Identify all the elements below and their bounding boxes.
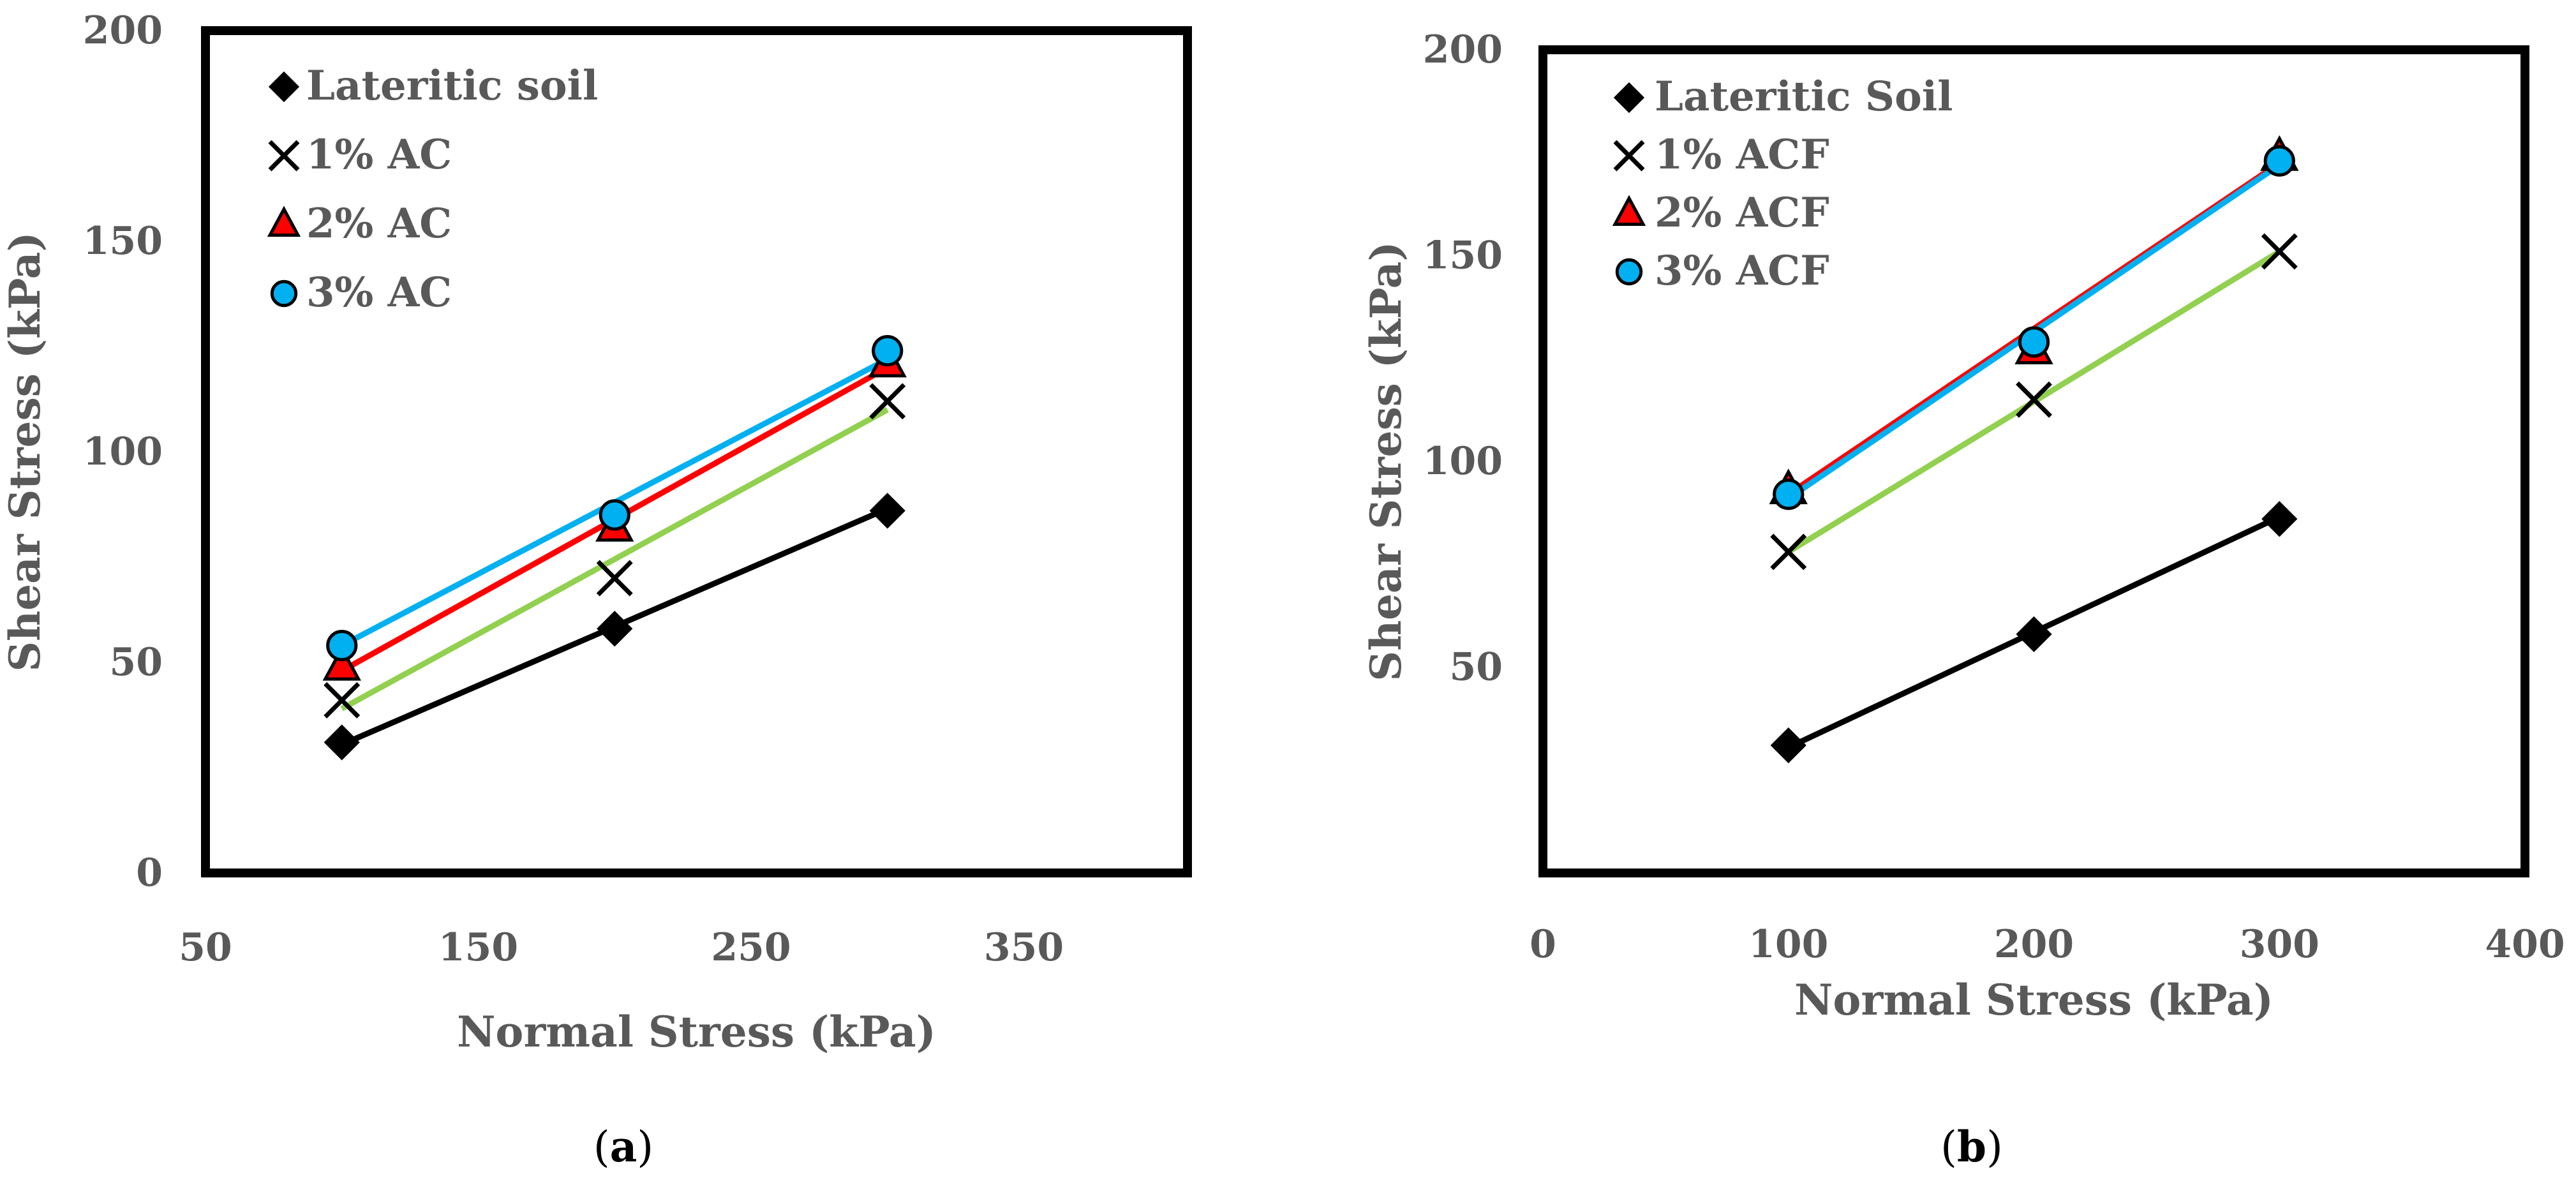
legend-marker-b-0 (1613, 82, 1645, 114)
y-tick-label-a-3: 150 (83, 219, 163, 264)
data-point-b-3-0 (1773, 479, 1805, 511)
legend-label-b-2: 2% ACF (1655, 189, 1829, 237)
data-point-b-1-2 (2261, 233, 2298, 270)
legend-label-a-3: 3% AC (306, 269, 452, 317)
data-point-b-1-1-stroke-2 (2016, 381, 2052, 418)
legend-b: Lateritic Soil 1% ACF 2% ACF 3% ACF (1612, 73, 1953, 295)
y-tick-label-b-0: 50 (1450, 645, 1503, 690)
legend-marker-a-1 (268, 140, 300, 172)
data-point-b-3-1 (2018, 326, 2050, 358)
y-tick-label-b-3: 200 (1423, 27, 1503, 72)
x-tick-label-b-4: 400 (2485, 922, 2565, 967)
x-axis-label-b: Normal Stress (kPa) (1794, 975, 2274, 1025)
data-point-a-0-0 (324, 724, 360, 761)
legend-marker-b-2 (1612, 195, 1646, 226)
x-tick-label-a-1: 150 (438, 925, 518, 970)
caption-b: (b) (1940, 1122, 2003, 1172)
data-point-a-1-1 (596, 560, 633, 597)
data-point-a-1-0-stroke-2 (324, 682, 361, 719)
data-point-a-1-0 (324, 682, 361, 719)
legend-marker-a-0 (268, 71, 300, 103)
data-point-a-1-1-stroke-2 (596, 560, 633, 597)
data-point-a-1-2 (869, 383, 906, 420)
panel-b: (b) 50 100 150 200 0 100 200 300 400 Normal Stres… (1361, 27, 2565, 1172)
caption-a: (a) (593, 1122, 653, 1172)
data-point-b-1-0 (1770, 533, 1807, 570)
data-point-b-1-1 (2016, 381, 2052, 418)
y-tick-label-a-4: 200 (83, 8, 163, 53)
legend-marker-b-3 (1615, 258, 1643, 286)
y-tick-label-a-0: 0 (136, 851, 163, 895)
x-tick-label-b-1: 100 (1748, 922, 1828, 967)
data-point-a-1-2-stroke-2 (869, 383, 906, 420)
x-tick-label-a-3: 350 (984, 925, 1064, 970)
legend-label-a-1: 1% AC (306, 131, 452, 179)
y-tick-label-a-2: 100 (83, 429, 163, 474)
legend-marker-a-1-stroke-2 (268, 140, 300, 172)
legend-label-b-1: 1% ACF (1655, 131, 1829, 179)
data-point-b-3-2 (2263, 145, 2295, 177)
x-tick-label-b-0: 0 (1530, 922, 1556, 967)
trend-line-a-1 (340, 407, 889, 712)
legend-marker-b-1-stroke-2 (1613, 140, 1645, 172)
data-point-a-2-0 (322, 645, 361, 681)
y-axis-label-a: Shear Stress (kPa) (0, 232, 50, 671)
data-point-b-0-0 (1770, 727, 1806, 764)
data-point-a-3-0 (326, 630, 358, 662)
data-point-b-1-0-stroke-2 (1770, 533, 1807, 570)
y-tick-label-b-2: 150 (1423, 234, 1503, 278)
legend-label-b-0: Lateritic Soil (1655, 73, 1953, 121)
y-tick-label-a-1: 50 (110, 640, 163, 685)
legend-label-b-3: 3% ACF (1655, 247, 1829, 295)
legend-marker-a-2 (267, 205, 301, 237)
plot-frame-b (1538, 45, 2529, 877)
legend-marker-a-3 (270, 279, 298, 308)
x-axis-label-a: Normal Stress (kPa) (457, 1007, 936, 1057)
panel-a: (a) 0 50 100 150 200 50 150 250 350 Normal Stress… (0, 8, 1192, 1172)
data-point-b-0-2 (2261, 501, 2298, 537)
data-point-a-3-1 (599, 499, 630, 531)
data-point-a-0-2 (869, 493, 905, 529)
data-point-b-0-1 (2016, 616, 2052, 653)
x-tick-label-b-2: 200 (1994, 922, 2074, 967)
y-tick-label-b-1: 100 (1423, 439, 1503, 484)
x-tick-label-a-0: 50 (179, 925, 232, 970)
legend-a: Lateritic soil 1% AC 2% AC 3% AC (267, 62, 598, 317)
x-tick-label-b-3: 300 (2240, 922, 2319, 967)
legend-label-a-0: Lateritic soil (306, 62, 598, 110)
legend-label-a-2: 2% AC (306, 200, 452, 248)
legend-marker-b-1 (1613, 140, 1645, 172)
y-axis-label-b: Shear Stress (kPa) (1361, 241, 1411, 681)
data-point-a-3-2 (872, 335, 904, 367)
data-point-b-1-2-stroke-2 (2261, 233, 2298, 270)
data-point-a-0-1 (597, 611, 633, 647)
x-tick-label-a-2: 250 (711, 925, 791, 970)
